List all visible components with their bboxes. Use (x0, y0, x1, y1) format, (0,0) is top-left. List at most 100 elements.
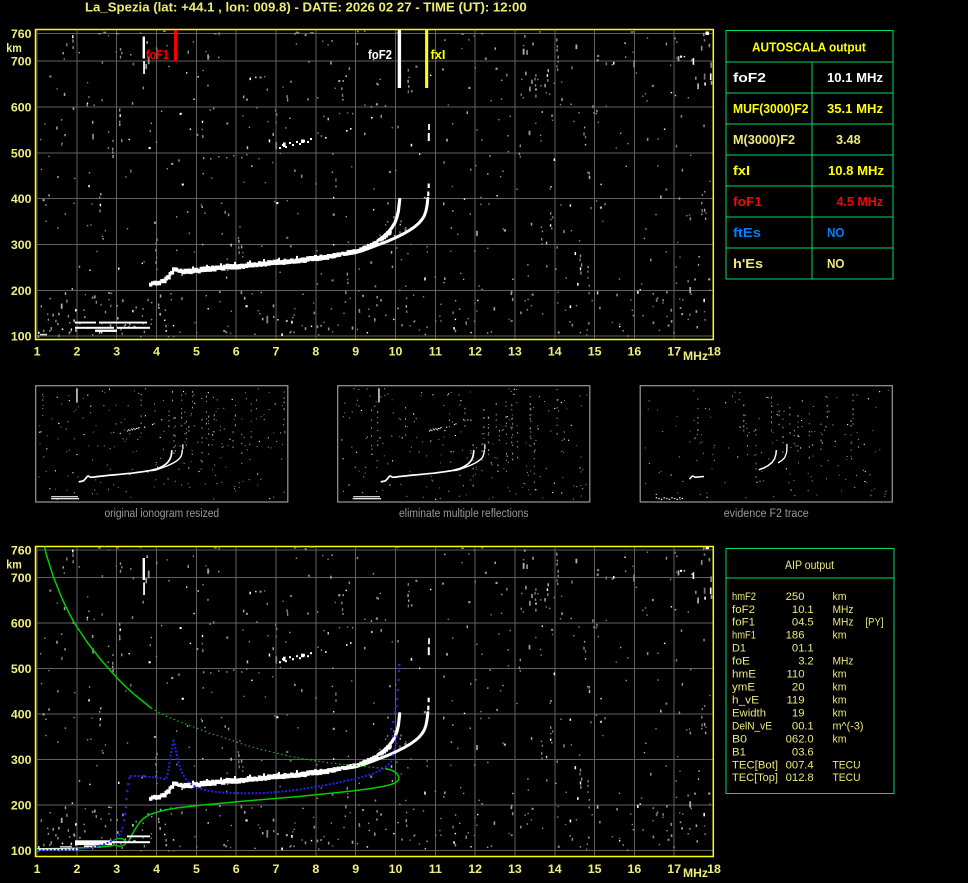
svg-text:.1: .1 (804, 720, 813, 732)
svg-text:B0: B0 (732, 733, 747, 745)
svg-text:35.1 MHz: 35.1 MHz (827, 102, 883, 116)
svg-text:[PY]: [PY] (866, 617, 884, 629)
svg-text:8: 8 (312, 862, 319, 876)
svg-text:km: km (833, 682, 847, 694)
svg-text:La_Spezia (lat: +44.1 , lon: 0: La_Spezia (lat: +44.1 , lon: 009.8) - DA… (85, 1, 527, 15)
svg-text:2: 2 (73, 862, 80, 876)
svg-text:300: 300 (11, 238, 32, 252)
svg-text:500: 500 (11, 146, 32, 160)
svg-text:200: 200 (11, 798, 32, 812)
svg-text:foF1: foF1 (733, 195, 762, 209)
svg-text:TECU: TECU (833, 772, 861, 784)
svg-text:9: 9 (352, 862, 359, 876)
svg-text:MHz: MHz (683, 866, 708, 880)
svg-text:600: 600 (11, 616, 32, 630)
svg-text:DelN_vE: DelN_vE (732, 720, 772, 732)
svg-text:18: 18 (707, 862, 721, 876)
svg-text:km: km (833, 630, 847, 642)
svg-text:01: 01 (792, 643, 805, 655)
svg-text:Ewidth: Ewidth (732, 707, 766, 719)
svg-text:hmF1: hmF1 (732, 630, 756, 642)
svg-text:11: 11 (429, 345, 442, 359)
svg-text:4.5 MHz: 4.5 MHz (837, 195, 884, 209)
svg-text:foF2: foF2 (732, 604, 755, 616)
svg-text:15: 15 (588, 862, 602, 876)
svg-text:fxI: fxI (431, 48, 446, 62)
svg-text:AIP output: AIP output (785, 558, 834, 572)
svg-text:11: 11 (429, 862, 442, 876)
svg-text:.8: .8 (804, 772, 813, 784)
svg-text:12: 12 (468, 862, 482, 876)
svg-text:D1: D1 (732, 643, 746, 655)
svg-text:400: 400 (11, 707, 32, 721)
svg-text:4: 4 (153, 862, 160, 876)
svg-text:m^(-3): m^(-3) (833, 720, 864, 732)
svg-text:12: 12 (468, 345, 482, 359)
svg-text:MHz: MHz (833, 656, 854, 668)
svg-text:MHz: MHz (833, 604, 854, 616)
svg-text:10.1 MHz: 10.1 MHz (827, 71, 883, 85)
svg-text:ymE: ymE (732, 682, 755, 694)
svg-text:foF2: foF2 (733, 71, 766, 85)
svg-text:6: 6 (233, 862, 240, 876)
svg-text:foF1: foF1 (146, 48, 169, 62)
svg-text:17: 17 (667, 862, 681, 876)
svg-text:MHz: MHz (683, 349, 708, 363)
svg-text:18: 18 (707, 345, 721, 359)
svg-text:16: 16 (628, 345, 642, 359)
svg-text:200: 200 (11, 284, 32, 298)
svg-text:TEC[Top]: TEC[Top] (732, 772, 778, 784)
svg-text:10: 10 (389, 862, 403, 876)
svg-text:700: 700 (11, 55, 32, 69)
svg-text:foF2: foF2 (368, 48, 392, 62)
svg-text:300: 300 (11, 753, 32, 767)
svg-text:NO: NO (827, 257, 845, 271)
svg-text:.1: .1 (804, 604, 813, 616)
svg-text:B1: B1 (732, 746, 746, 758)
svg-text:fxI: fxI (733, 164, 750, 178)
svg-text:.5: .5 (804, 617, 813, 629)
svg-text:400: 400 (11, 192, 32, 206)
svg-text:4: 4 (153, 345, 160, 359)
svg-text:14: 14 (548, 862, 562, 876)
svg-text:km: km (6, 557, 22, 571)
svg-text:20: 20 (792, 682, 805, 694)
svg-text:TECU: TECU (833, 759, 861, 771)
svg-text:.4: .4 (804, 759, 813, 771)
svg-text:250: 250 (786, 591, 805, 603)
svg-text:km: km (833, 591, 847, 603)
svg-text:original ionogram resized: original ionogram resized (104, 506, 219, 520)
svg-text:1: 1 (34, 345, 41, 359)
svg-text:15: 15 (588, 345, 602, 359)
svg-text:MUF(3000)F2: MUF(3000)F2 (733, 102, 809, 116)
svg-text:186: 186 (786, 630, 805, 642)
svg-text:3: 3 (113, 862, 120, 876)
svg-text:h_vE: h_vE (732, 695, 759, 707)
svg-text:hmF2: hmF2 (732, 591, 756, 603)
svg-text:3.48: 3.48 (836, 133, 861, 147)
svg-text:5: 5 (193, 345, 200, 359)
svg-text:13: 13 (508, 862, 522, 876)
svg-text:10: 10 (389, 345, 403, 359)
svg-text:16: 16 (628, 862, 642, 876)
svg-text:3: 3 (113, 345, 120, 359)
svg-text:MHz: MHz (833, 617, 854, 629)
svg-text:foE: foE (732, 656, 750, 668)
svg-text:760: 760 (11, 27, 32, 41)
svg-text:5: 5 (193, 862, 200, 876)
svg-text:10.8 MHz: 10.8 MHz (828, 164, 884, 178)
svg-text:10: 10 (792, 604, 805, 616)
svg-text:19: 19 (792, 707, 805, 719)
svg-text:km: km (6, 41, 22, 55)
svg-text:km: km (833, 695, 847, 707)
svg-text:2: 2 (73, 345, 80, 359)
svg-text:03: 03 (792, 746, 805, 758)
svg-text:119: 119 (786, 695, 804, 707)
svg-text:9: 9 (352, 345, 359, 359)
svg-text:NO: NO (827, 226, 845, 240)
svg-text:110: 110 (786, 669, 804, 681)
svg-text:760: 760 (11, 544, 32, 558)
svg-text:.0: .0 (804, 733, 813, 745)
svg-text:100: 100 (11, 330, 32, 344)
svg-text:M(3000)F2: M(3000)F2 (733, 133, 795, 147)
